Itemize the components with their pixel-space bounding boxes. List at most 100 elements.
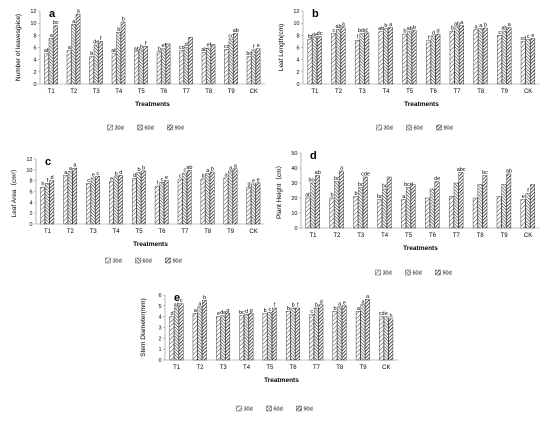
panel-b-sig-letter: a — [389, 22, 393, 28]
panel-e-bar-60d-T9 — [360, 304, 366, 361]
panel-c-category-label: T2 — [67, 229, 75, 235]
panel-c-category-label: T1 — [44, 229, 52, 235]
panel-b-bar-30d-T1 — [307, 39, 313, 85]
panel-d-ytick-label: 30 — [291, 181, 297, 187]
panel-e-sig-letter: h — [389, 313, 392, 319]
panel-b-sig-letter: bdc — [358, 28, 367, 34]
panel-e-sig-letter: b — [334, 306, 337, 312]
panel-a-sig-letter: de — [93, 40, 99, 46]
panel-e-y-axis-label: Stem Diameter(mm) — [140, 298, 147, 357]
panel-d-bar-30d-CK — [520, 199, 526, 229]
panel-a-bar-60d-T6 — [161, 48, 166, 85]
panel-c-bar-60d-T7 — [182, 172, 187, 225]
panel-d-sig-letter: ab — [315, 170, 321, 176]
panel-b-category-label: T1 — [311, 89, 319, 95]
panel-c-bar-90d-T9 — [232, 168, 238, 225]
panel-e-ytick-label: 3 — [158, 326, 161, 332]
panel-e-bar-90d-T7 — [318, 304, 324, 361]
panel-b-category-label: T3 — [359, 89, 367, 95]
panel-b-sig-letter: cd — [521, 36, 527, 42]
panel-b-bar-30d-T6 — [426, 40, 431, 85]
panel-c-bar-90d-CK — [255, 182, 261, 225]
panel-c-sig-letter: c — [161, 177, 164, 183]
panel-a-bar-60d-T3 — [93, 44, 99, 85]
panel-a-ytick-label: 4 — [33, 58, 36, 64]
panel-a-category-label: T7 — [183, 89, 191, 95]
panel-d-bar-90d-T2 — [339, 170, 344, 229]
panel-e-sig-letter: e — [343, 300, 346, 306]
panel-d-sig-letter: ab — [305, 193, 311, 199]
panel-c-sig-letter: b — [211, 167, 214, 173]
panel-a-category-label: T6 — [160, 89, 168, 95]
panel-c-ytick-label: 2 — [29, 211, 32, 217]
panel-c-bar-30d-T8 — [200, 178, 206, 225]
panel-d-category-label: T9 — [501, 233, 509, 239]
panel-a-bar-90d-T5 — [143, 46, 148, 85]
panel-d-bar-90d-T7 — [458, 172, 464, 229]
panel-b-bar-90d-T1 — [317, 36, 322, 85]
panel-a-ytick-label: 8 — [33, 33, 36, 39]
panel-d-bar-60d-T6 — [429, 188, 435, 229]
panel-a-bar-60d-T1 — [48, 38, 54, 85]
panel-a-bar-60d-CK — [251, 49, 256, 85]
panel-c-bar-30d-T3 — [86, 183, 91, 225]
panel-b-sig-letter: ab — [501, 26, 507, 32]
panel-c-sig-letter: c — [183, 168, 186, 174]
panel-d-bar-30d-T8 — [472, 197, 478, 229]
panel-b-sig-letter: c — [366, 27, 369, 33]
panel-a-sig-letter: ab — [233, 28, 239, 34]
panel-a-ytick-label: 12 — [30, 9, 36, 15]
panel-c-sig-letter: e — [92, 172, 95, 178]
panel-b-sig-letter: dc — [317, 31, 323, 37]
panel-e-bar-60d-T1 — [174, 307, 179, 361]
panel-c-bar-30d-T1 — [40, 186, 45, 225]
panel-a-bar-90d-T4 — [120, 21, 126, 85]
panel-a-bar-60d-T4 — [116, 32, 121, 85]
panel-e-bar-60d-T8 — [337, 306, 342, 361]
panel-e-sig-letter: de — [220, 310, 226, 316]
panel-b-bar-60d-CK — [525, 39, 531, 85]
panel-c-bar-60d-T8 — [205, 173, 210, 225]
panel-e-bar-60d-T3 — [220, 315, 226, 361]
panel-d-bar-60d-T5 — [405, 187, 411, 229]
panel-b-ytick-label: 0 — [296, 82, 299, 88]
panel-c-sig-letter: a — [206, 168, 210, 174]
panel-e-ytick-label: 5 — [158, 304, 161, 310]
panel-c-sig-letter: f — [157, 181, 159, 187]
panel-b-category-label: T6 — [430, 89, 438, 95]
panel-a-bar-30d-T2 — [66, 50, 72, 85]
panel-a-sig-letter: b — [117, 27, 120, 33]
panel-e-legend-swatch-90d — [296, 405, 302, 412]
panel-e-bar-90d-T8 — [341, 305, 347, 361]
panel-c-bar-30d-T9 — [223, 177, 229, 225]
panel-b-bar-30d-T3 — [354, 40, 360, 85]
panel-b-bar-30d-T7 — [449, 30, 455, 85]
panel-a-bar-90d-T1 — [53, 25, 58, 85]
panel-e-sig-letter: a — [357, 306, 361, 312]
panel-b-bar-60d-T5 — [407, 31, 412, 85]
panel-d-bar-30d-T9 — [496, 196, 502, 229]
panel-b-y-axis-label: Leaf Length(cm) — [278, 24, 285, 71]
panel-b-bar-30d-T2 — [331, 33, 336, 85]
panel-d-panel-letter: d — [310, 150, 317, 162]
panel-b-sig-letter: f — [428, 35, 430, 41]
panel-b-sig-letter: c — [332, 28, 335, 34]
panel-a-sig-letter: a — [72, 19, 76, 25]
panel-b-bar-30d-T9 — [497, 35, 502, 85]
panel-c-sig-letter: h — [41, 182, 44, 188]
panel-a-sig-letter: a — [68, 45, 72, 51]
panel-e-bar-90d-T4 — [248, 313, 254, 361]
panel-b-bar-90d-T5 — [411, 30, 417, 85]
panel-c-sig-letter: d — [133, 173, 136, 179]
panel-c-sig-letter: a — [73, 163, 77, 169]
panel-d-bar-30d-T7 — [448, 196, 454, 229]
panel-e-sig-letter: g — [250, 308, 253, 314]
panel-a-sig-letter: bc — [53, 20, 59, 26]
panel-c-bar-60d-T1 — [44, 183, 50, 225]
panel-d-bar-90d-CK — [530, 184, 536, 229]
panel-e-category-label: CK — [382, 365, 390, 371]
panel-c-ytick-label: 10 — [26, 168, 32, 174]
panel-c-sig-letter: f — [47, 178, 49, 184]
panel-b-bar-60d-T2 — [335, 29, 341, 85]
panel-d-bar-30d-T6 — [425, 197, 430, 229]
